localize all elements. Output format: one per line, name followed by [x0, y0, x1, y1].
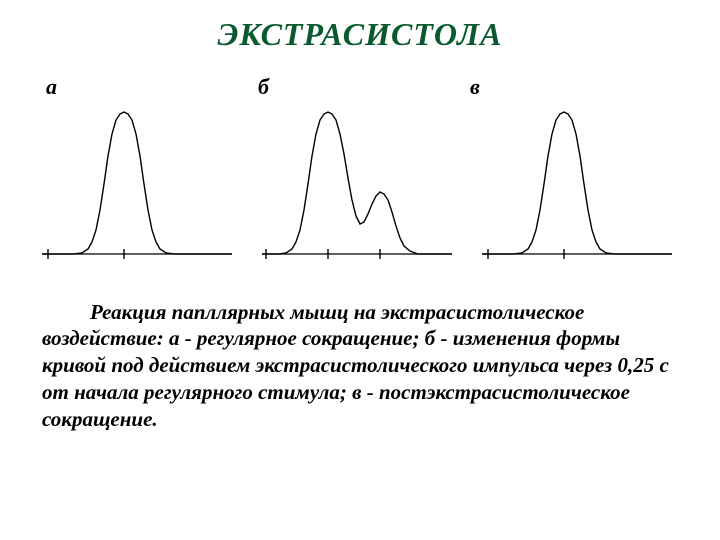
plot-c-svg — [482, 104, 672, 264]
slide-title: ЭКСТРАСИСТОЛА — [42, 18, 678, 52]
plot-a-svg — [42, 104, 232, 264]
plot-b-svg — [262, 104, 452, 264]
plot-a — [42, 104, 238, 269]
plot-c-curve — [482, 112, 672, 254]
plot-a-curve — [42, 112, 232, 254]
plot-c — [482, 104, 678, 269]
plot-labels-row: а б в — [42, 74, 678, 100]
slide-root: { "title": { "text": "ЭКСТРАСИСТОЛА", "c… — [0, 0, 720, 540]
figure-caption: Реакция папллярных мышц на экстрасистоли… — [42, 299, 678, 433]
label-a: а — [42, 74, 254, 100]
label-c: в — [466, 74, 678, 100]
plot-b-curve — [262, 112, 452, 254]
plot-b — [262, 104, 458, 269]
plots-row — [42, 104, 678, 269]
label-b: б — [254, 74, 466, 100]
